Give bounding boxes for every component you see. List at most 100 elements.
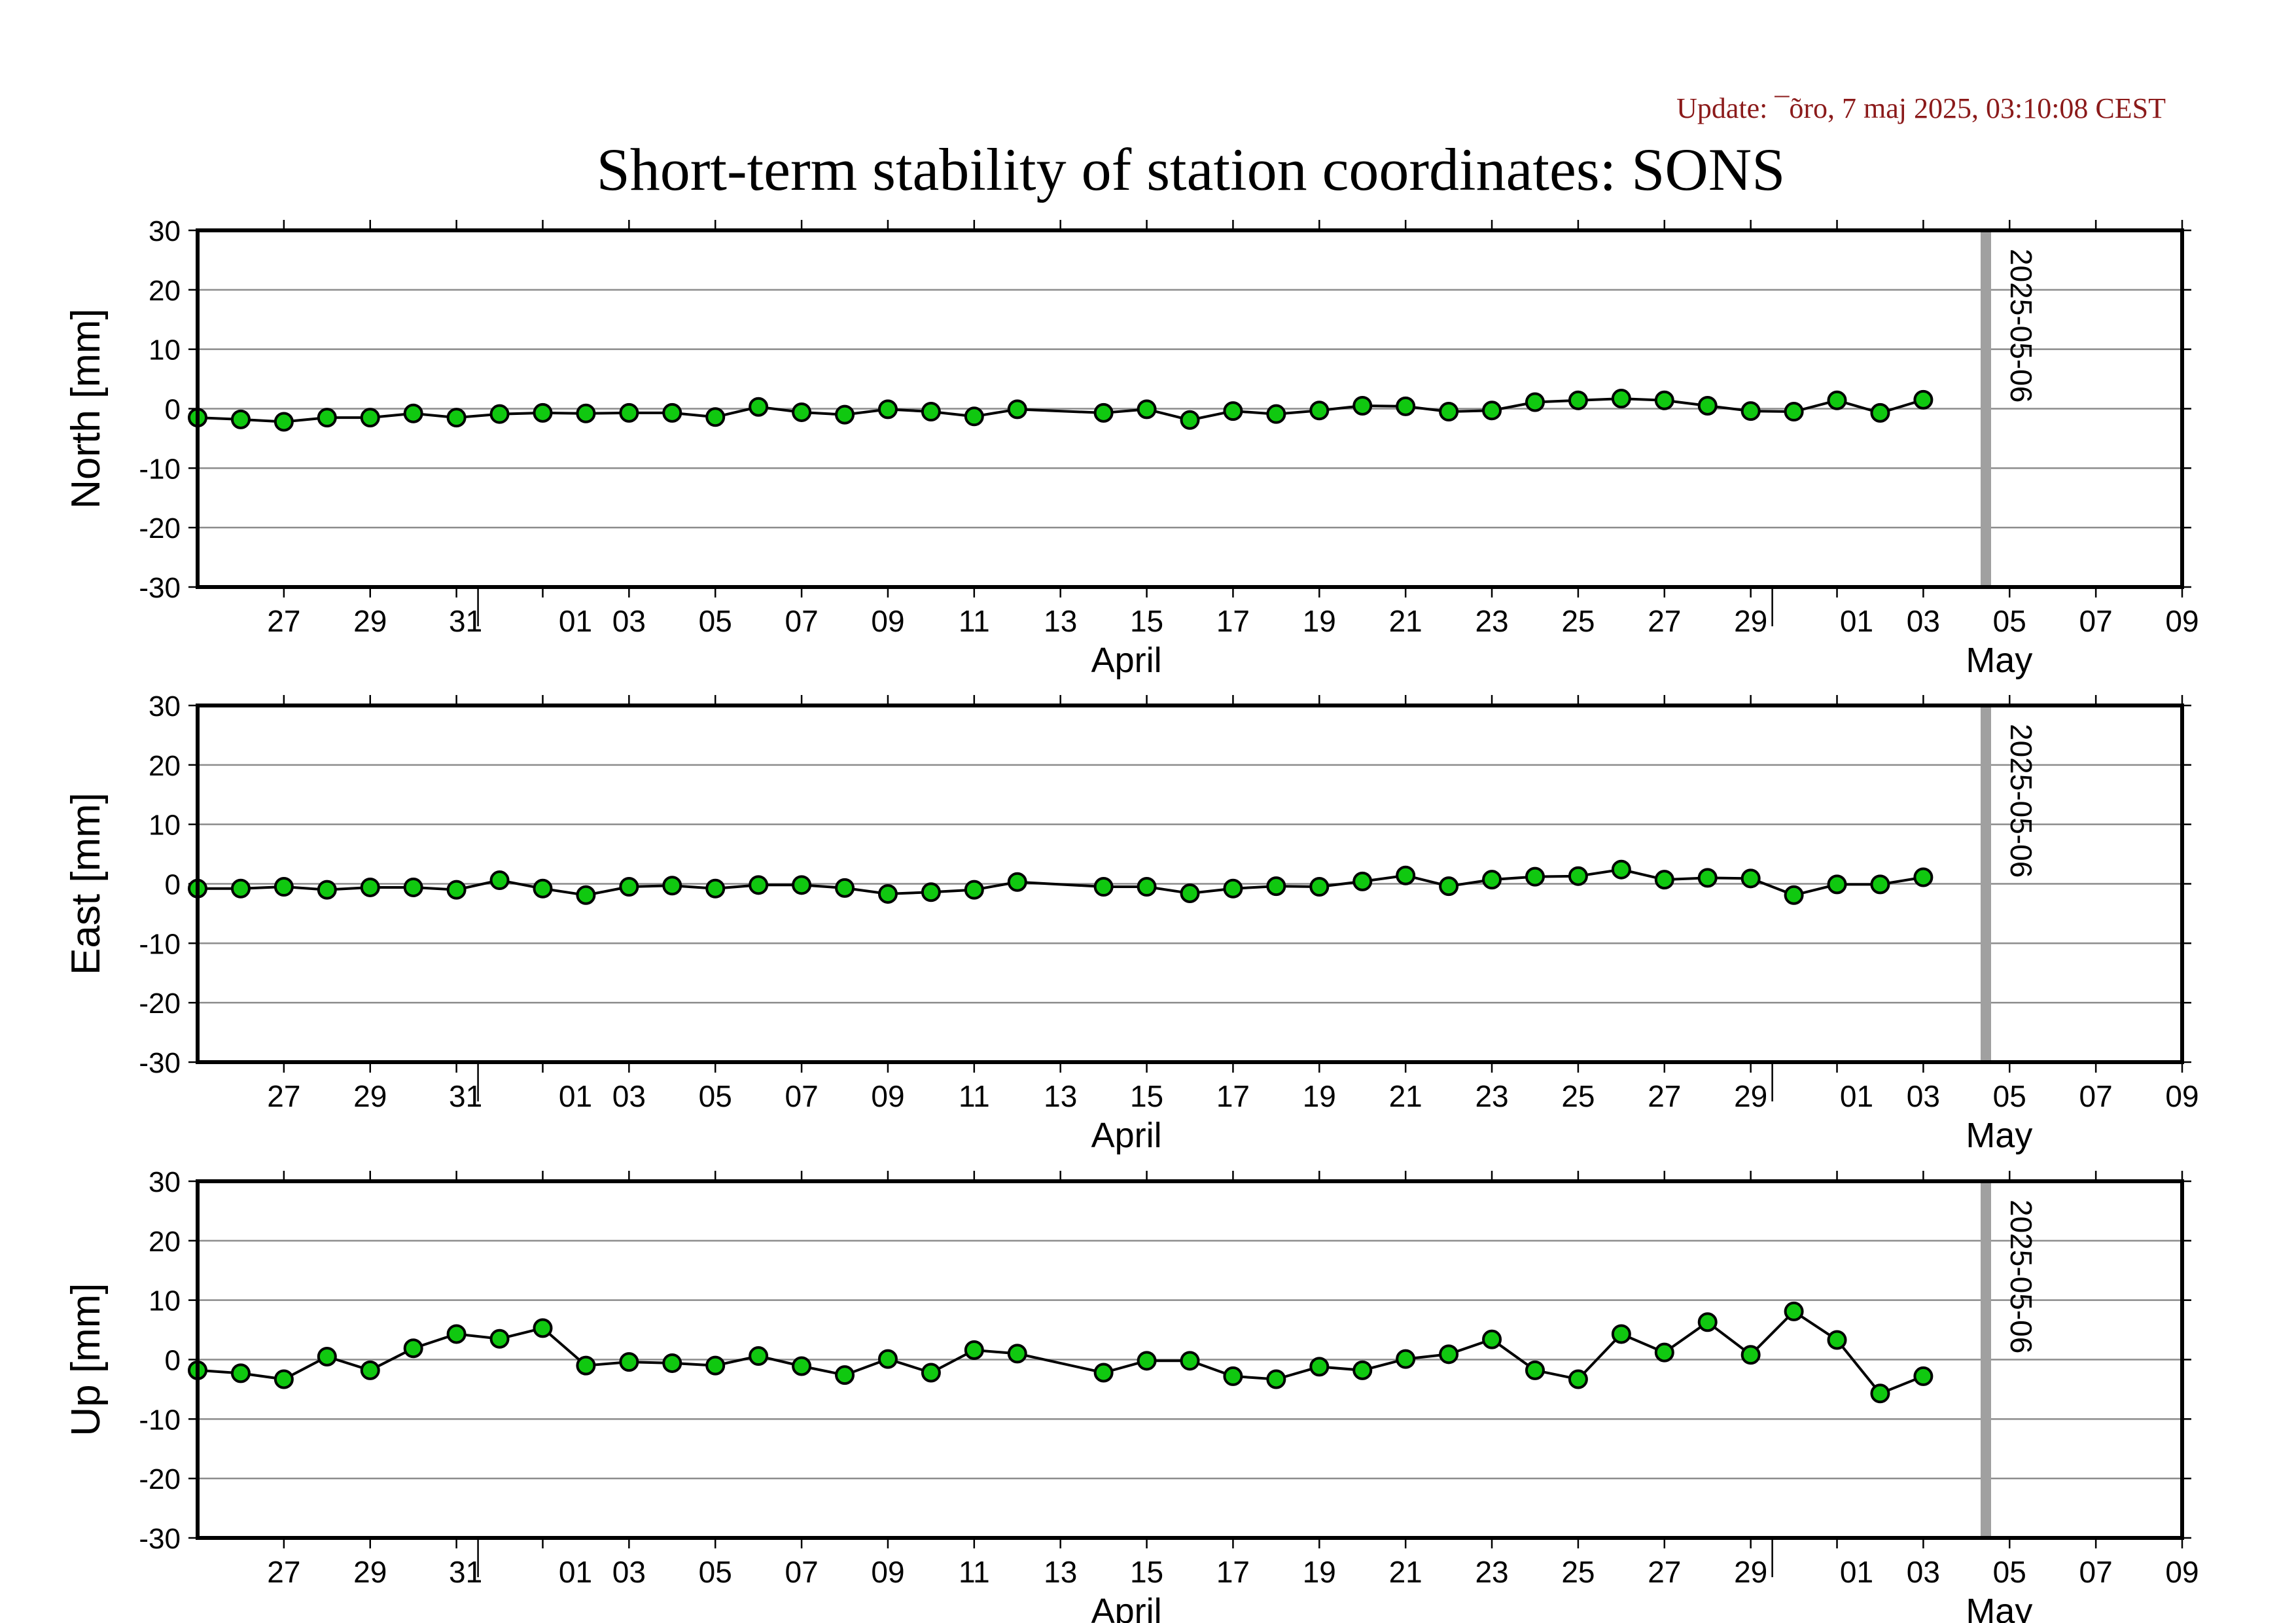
x-tick-label: 07 <box>2079 604 2113 638</box>
x-tick-label: 01 <box>559 1555 592 1589</box>
y-axis-label: North [mm] <box>63 308 109 509</box>
y-tick-label: 0 <box>165 869 181 901</box>
x-tick-label: 05 <box>1993 1079 2026 1113</box>
data-point <box>1740 1345 1761 1365</box>
data-point <box>360 1360 380 1380</box>
data-point <box>446 408 467 428</box>
month-label: May <box>1966 1116 2032 1155</box>
x-tick-label: 17 <box>1216 1555 1250 1589</box>
data-point <box>1697 1312 1718 1332</box>
series-line <box>197 1310 1924 1395</box>
data-point <box>1870 874 1890 895</box>
x-tick-label: 15 <box>1130 604 1163 638</box>
data-point <box>1093 402 1114 423</box>
data-point <box>877 399 898 419</box>
y-tick-label: 0 <box>165 394 181 426</box>
plot-frame <box>196 228 2184 589</box>
x-tick-label: 13 <box>1044 1555 1077 1589</box>
data-point <box>1611 389 1631 409</box>
plot-frame <box>196 1179 2184 1540</box>
x-tick-label: 03 <box>1907 1555 1940 1589</box>
x-tick-label: 29 <box>1734 604 1767 638</box>
data-point <box>835 878 855 898</box>
data-point <box>1439 402 1459 422</box>
x-tick-label: 09 <box>2165 1555 2199 1589</box>
data-point <box>446 1324 467 1344</box>
x-tick-label: 31 <box>449 1079 482 1113</box>
x-tick-label: 23 <box>1475 604 1508 638</box>
x-tick-label: 27 <box>1648 604 1681 638</box>
data-point <box>964 1340 984 1360</box>
y-tick-label: 0 <box>165 1345 181 1377</box>
data-point <box>1740 868 1761 889</box>
data-point <box>749 397 769 417</box>
y-axis-label: Up [mm] <box>63 1283 109 1436</box>
x-tick-label: 25 <box>1561 1079 1595 1113</box>
data-point <box>1223 1366 1243 1386</box>
data-point <box>1870 1383 1890 1404</box>
data-point <box>1180 883 1200 904</box>
data-point <box>662 1353 682 1373</box>
data-point <box>662 402 682 423</box>
data-point <box>662 876 682 896</box>
data-point <box>403 877 423 897</box>
data-point <box>1352 1360 1373 1380</box>
data-point <box>835 404 855 425</box>
panels: 30 20 10 0 -10 -20 -30 North [mm] 27 29 31 01 03 05 07… <box>63 215 2199 1623</box>
x-tick-label: 25 <box>1561 1555 1595 1589</box>
x-tick-label: 23 <box>1475 1555 1508 1589</box>
data-point <box>576 885 596 905</box>
x-tick-label: 29 <box>1734 1555 1767 1589</box>
x-tick-label: 21 <box>1389 1555 1422 1589</box>
x-tick-label: 09 <box>871 1555 904 1589</box>
data-point <box>1611 859 1631 880</box>
data-point <box>1093 877 1114 897</box>
y-tick-label: 10 <box>149 810 181 842</box>
x-tick-label: 07 <box>785 1555 819 1589</box>
data-point <box>317 880 337 900</box>
series-line <box>198 868 1924 897</box>
x-tick-label: 01 <box>559 1079 592 1113</box>
data-point <box>1266 1369 1286 1389</box>
x-tick-label: 09 <box>2165 1079 2199 1113</box>
data-point <box>274 1369 294 1389</box>
data-point <box>576 1355 596 1376</box>
data-point <box>1137 399 1157 419</box>
data-point <box>1525 392 1545 412</box>
x-tick-label: 13 <box>1044 604 1077 638</box>
x-tick-label: 03 <box>612 1079 646 1113</box>
y-tick-label: -20 <box>139 1463 181 1495</box>
month-label: April <box>1091 641 1162 680</box>
data-point <box>403 1338 423 1359</box>
data-point <box>489 870 510 891</box>
x-tick-label: 01 <box>1840 604 1873 638</box>
data-point <box>1439 1344 1459 1364</box>
data-point <box>1913 389 1934 410</box>
month-label: May <box>1966 641 2032 680</box>
data-point <box>1007 872 1027 892</box>
data-point <box>1913 1366 1934 1386</box>
y-tick-label: 30 <box>149 690 181 722</box>
y-tick-label: 20 <box>149 750 181 782</box>
data-point <box>1654 870 1674 890</box>
data-point <box>1870 402 1890 423</box>
date-marker-label: 2025-05-06 <box>2004 1200 2038 1353</box>
panel-1: 30 20 10 0 -10 -20 -30 East [mm] 27 29 31 01 03 05 07 0… <box>63 690 2199 1155</box>
data-point <box>1007 1344 1027 1364</box>
data-point <box>1309 401 1330 421</box>
x-tick-label: 13 <box>1044 1079 1077 1113</box>
y-tick-label: -30 <box>139 572 181 604</box>
data-point <box>317 408 337 428</box>
x-tick-label: 07 <box>785 1079 819 1113</box>
data-point <box>1396 396 1416 416</box>
data-point <box>1396 865 1416 885</box>
x-tick-label: 29 <box>353 1079 387 1113</box>
date-marker-label: 2025-05-06 <box>2004 724 2038 878</box>
x-tick-label: 03 <box>1907 1079 1940 1113</box>
x-tick-label: 27 <box>1648 1079 1681 1113</box>
x-tick-label: 27 <box>267 1079 300 1113</box>
x-tick-label: 17 <box>1216 604 1250 638</box>
y-tick-label: 10 <box>149 1285 181 1317</box>
y-tick-label: -10 <box>139 453 181 485</box>
y-tick-label: 20 <box>149 275 181 307</box>
